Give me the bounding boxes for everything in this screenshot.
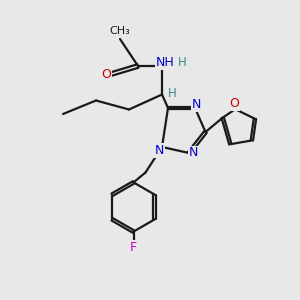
Text: H: H — [178, 56, 187, 69]
Text: H: H — [168, 86, 177, 100]
Text: N: N — [154, 143, 164, 157]
Text: NH: NH — [156, 56, 175, 69]
Text: N: N — [192, 98, 201, 111]
Text: N: N — [189, 146, 198, 160]
Text: CH₃: CH₃ — [110, 26, 130, 36]
Text: F: F — [130, 241, 137, 254]
Text: O: O — [102, 68, 111, 82]
Text: O: O — [229, 97, 239, 110]
